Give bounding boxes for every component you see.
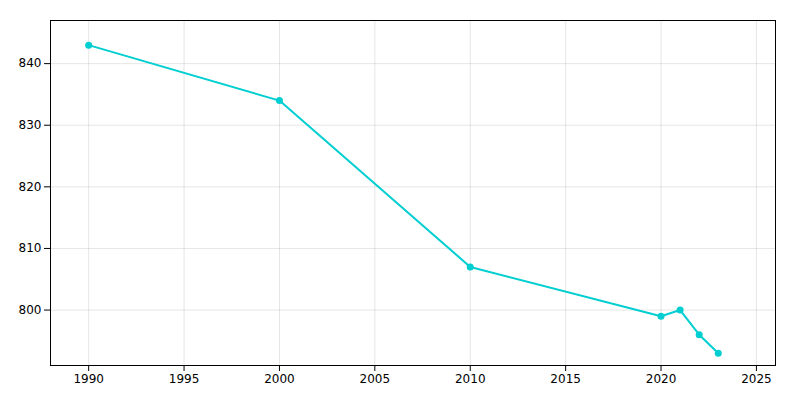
svg-text:800: 800	[19, 303, 42, 317]
svg-text:1995: 1995	[169, 372, 200, 386]
svg-text:2025: 2025	[741, 372, 772, 386]
svg-text:2005: 2005	[360, 372, 391, 386]
svg-text:820: 820	[19, 180, 42, 194]
svg-text:830: 830	[19, 118, 42, 132]
svg-text:2000: 2000	[264, 372, 295, 386]
svg-text:1990: 1990	[73, 372, 104, 386]
svg-text:2015: 2015	[550, 372, 581, 386]
svg-text:810: 810	[19, 241, 42, 255]
svg-text:840: 840	[19, 56, 42, 70]
svg-text:2020: 2020	[646, 372, 677, 386]
svg-text:2010: 2010	[455, 372, 486, 386]
